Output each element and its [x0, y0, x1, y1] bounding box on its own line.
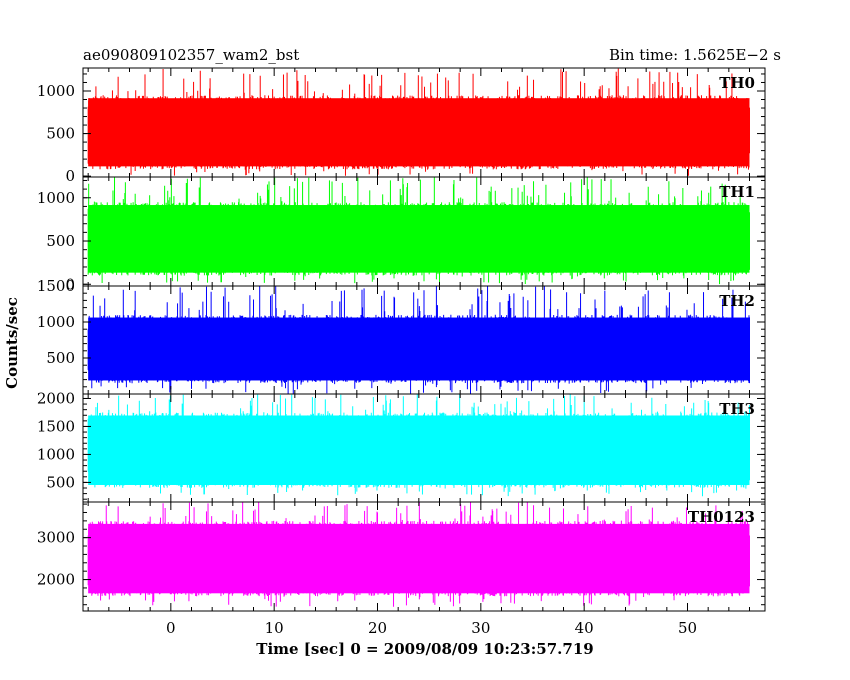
panel-th0123: 2000 3000 TH0123 — [37, 501, 766, 612]
bin-time-label: Bin time: 1.5625E−2 s — [609, 46, 781, 64]
panel-th2: 500 1000 1500 TH2 — [37, 277, 766, 395]
y-tick-label: 500 — [46, 232, 75, 250]
y-tick-label: 1500 — [37, 277, 75, 295]
x-tick-label: 30 — [471, 619, 490, 637]
y-axis-label: Counts/sec — [3, 297, 21, 389]
series-line-th0 — [87, 68, 750, 176]
y-tick-label: 500 — [46, 349, 75, 367]
panel-name-label: TH2 — [719, 292, 755, 310]
y-tick-label: 500 — [46, 473, 75, 491]
panel-name-label: TH1 — [719, 183, 755, 201]
series-line-th0123 — [87, 502, 750, 607]
y-tick-label: 0 — [65, 167, 75, 185]
panel-name-label: TH0123 — [688, 508, 755, 526]
x-axis-label: Time [sec] 0 = 2009/08/09 10:23:57.719 — [256, 640, 593, 658]
x-tick-label: 0 — [166, 619, 176, 637]
y-tick-label: 500 — [46, 125, 75, 143]
y-tick-label: 0 — [65, 275, 75, 293]
y-tick-label: 3000 — [37, 529, 75, 547]
x-tick-label: 20 — [368, 619, 387, 637]
y-tick-label: 2000 — [37, 571, 75, 589]
panel-frame — [82, 501, 766, 612]
series-line-th2 — [87, 286, 750, 394]
panel-name-label: TH0 — [719, 74, 755, 92]
x-tick-label: 40 — [575, 619, 594, 637]
panel-th1: 0 500 1000 TH1 — [37, 176, 766, 293]
panel-th3: 500 1000 1500 2000 TH3 — [37, 389, 766, 503]
panel-th0: 0 500 1000 TH0 — [37, 67, 766, 185]
y-tick-label: 1000 — [37, 82, 75, 100]
x-tick-label: 10 — [265, 619, 284, 637]
y-tick-label: 1000 — [37, 189, 75, 207]
y-tick-label: 1000 — [37, 313, 75, 331]
y-tick-label: 1000 — [37, 445, 75, 463]
series-line-th3 — [87, 394, 750, 497]
y-tick-label: 1500 — [37, 417, 75, 435]
series-line-th1 — [87, 177, 750, 285]
chart-title: ae090809102357_wam2_bst — [83, 46, 299, 64]
x-tick-label: 50 — [678, 619, 697, 637]
panel-name-label: TH3 — [719, 400, 755, 418]
y-tick-label: 2000 — [37, 389, 75, 407]
